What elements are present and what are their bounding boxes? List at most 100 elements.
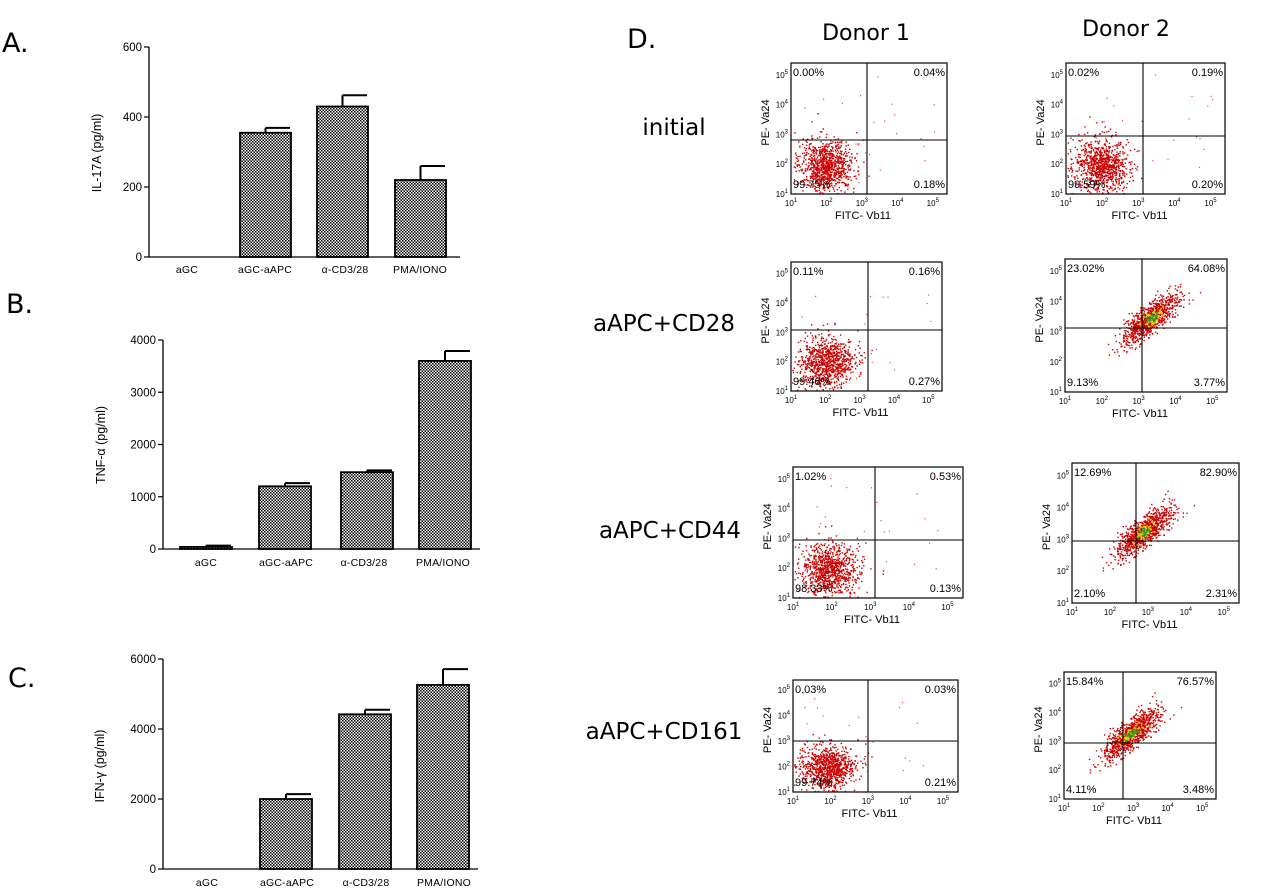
flow-dot (819, 355, 821, 357)
flow-dot (816, 585, 818, 587)
flow-dot (833, 190, 836, 192)
flow-dot (1145, 334, 1148, 337)
flow-dot (810, 368, 812, 370)
flow-dot (814, 375, 816, 377)
flow-dot (1150, 307, 1153, 309)
flow-dot (1161, 313, 1164, 315)
flow-dot (821, 552, 823, 555)
flow-dot (837, 363, 840, 366)
flow-dot (1174, 294, 1176, 296)
flow-dot (814, 563, 817, 565)
flow-dot (1081, 149, 1083, 151)
flow-dot (1152, 160, 1154, 162)
flow-dot (801, 364, 803, 366)
flow-dot (847, 369, 849, 371)
flow-dot (805, 545, 807, 547)
flow-dot (1096, 140, 1099, 143)
y-log-tick: 104 (1050, 296, 1063, 306)
flow-dot (836, 154, 838, 157)
flow-dot (840, 363, 842, 365)
flow-dot (855, 356, 858, 359)
flow-dot (831, 594, 833, 597)
flow-dot (827, 186, 830, 188)
flow-dot (835, 353, 838, 356)
flow-dot (1098, 177, 1100, 179)
flow-dot (807, 567, 809, 569)
flow-dot (803, 360, 805, 362)
flow-dot (834, 180, 837, 182)
flow-dot (1101, 165, 1103, 167)
flow-dot (851, 357, 853, 359)
flow-dot (840, 160, 842, 163)
flow-dot (1117, 144, 1119, 146)
flow-dot (1083, 164, 1085, 166)
flow-dot (1079, 154, 1081, 156)
flow-dot (861, 580, 863, 583)
flow-dot (825, 555, 827, 557)
flow-dot (1081, 170, 1083, 172)
flow-dot (1159, 319, 1161, 322)
flow-dot (836, 575, 839, 577)
flow-dot (843, 557, 845, 559)
flow-dot (825, 144, 827, 146)
flow-dot (1098, 154, 1101, 157)
y-log-tick: 105 (776, 269, 789, 279)
flow-dot (849, 169, 851, 171)
condition-label-initial: initial (642, 115, 705, 141)
flow-dot (820, 359, 822, 361)
flow-dot (833, 166, 835, 168)
flow-dot (1109, 178, 1112, 181)
flow-dot (817, 161, 819, 163)
flow-dot (1152, 308, 1154, 311)
flow-dot (829, 355, 831, 358)
flow-dot (1079, 183, 1082, 185)
flow-dot (1088, 155, 1090, 157)
flow-dot (820, 523, 822, 525)
flow-dot (1087, 162, 1089, 164)
flow-dot (1094, 183, 1096, 185)
flow-dot (828, 143, 830, 146)
bar (338, 713, 392, 870)
flow-dot (817, 381, 819, 383)
flow-dot (804, 361, 806, 364)
flow-dot (824, 347, 826, 349)
flow-dot (1112, 189, 1114, 192)
flow-dot (821, 559, 823, 561)
flow-dot (845, 378, 847, 380)
flow-dot (845, 573, 847, 576)
flow-dot (818, 587, 820, 589)
flow-dot (811, 582, 813, 584)
flow-dot (1108, 150, 1111, 152)
flow-dot (818, 572, 820, 574)
flow-dot (821, 160, 824, 162)
flow-dot (833, 136, 835, 138)
flow-dot (823, 145, 825, 147)
flow-dot (1077, 177, 1079, 179)
flow-dot-dense (1146, 313, 1148, 316)
flow-dot (798, 386, 800, 388)
flow-dot (825, 572, 828, 574)
flow-dot (810, 369, 813, 371)
flow-dot (813, 546, 815, 548)
flow-dot (1129, 176, 1132, 179)
flow-dot (808, 559, 811, 561)
flow-dot (808, 553, 810, 555)
flow-dot (832, 186, 834, 188)
flow-dot (813, 350, 815, 353)
flow-dot (835, 182, 838, 185)
flow-dot (1158, 308, 1161, 310)
flow-dot (1118, 181, 1120, 183)
flow-dot (848, 148, 851, 151)
flow-dot (842, 161, 844, 163)
flow-dot (836, 144, 838, 146)
flow-dot (834, 348, 837, 350)
flow-dot (846, 357, 848, 360)
flow-dot (838, 159, 840, 161)
flow-dot (1167, 522, 1170, 524)
flow-dot (1096, 177, 1098, 179)
flow-dot (1157, 303, 1159, 305)
flow-dot (826, 555, 828, 557)
flow-dot (1125, 531, 1127, 533)
flow-dot (826, 177, 828, 179)
flow-dot (1081, 139, 1083, 141)
